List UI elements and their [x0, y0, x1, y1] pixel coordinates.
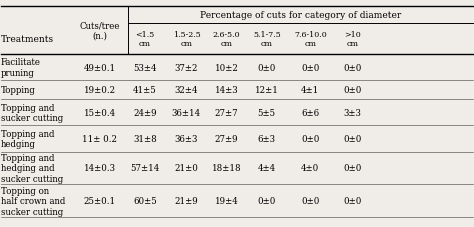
- Text: 0±0: 0±0: [344, 196, 362, 205]
- Text: 0±0: 0±0: [344, 134, 362, 143]
- Text: 31±8: 31±8: [133, 134, 157, 143]
- Text: 57±14: 57±14: [130, 164, 159, 173]
- Text: 53±4: 53±4: [133, 63, 156, 72]
- Text: 5.1-7.5
cm: 5.1-7.5 cm: [253, 31, 281, 48]
- Text: 0±0: 0±0: [301, 63, 319, 72]
- Text: 19±4: 19±4: [215, 196, 238, 205]
- Text: 14±0.3: 14±0.3: [84, 164, 116, 173]
- Text: 24±9: 24±9: [133, 109, 156, 117]
- Text: 49±0.1: 49±0.1: [84, 63, 116, 72]
- Text: <1.5
cm: <1.5 cm: [135, 31, 155, 48]
- Text: Treatments: Treatments: [0, 35, 54, 44]
- Text: 21±0: 21±0: [174, 164, 198, 173]
- Text: 10±2: 10±2: [215, 63, 238, 72]
- Text: 14±3: 14±3: [215, 86, 238, 95]
- Text: 32±4: 32±4: [175, 86, 198, 95]
- Text: Cuts/tree
(n.): Cuts/tree (n.): [80, 22, 120, 41]
- Text: 37±2: 37±2: [175, 63, 198, 72]
- Text: 0±0: 0±0: [301, 134, 319, 143]
- Text: 4±4: 4±4: [258, 164, 276, 173]
- Text: 12±1: 12±1: [255, 86, 279, 95]
- Text: 19±0.2: 19±0.2: [84, 86, 116, 95]
- Text: 15±0.4: 15±0.4: [84, 109, 116, 117]
- Text: Percentage of cuts for category of diameter: Percentage of cuts for category of diame…: [200, 11, 401, 20]
- Text: Topping and
hedging and
sucker cutting: Topping and hedging and sucker cutting: [0, 153, 63, 183]
- Text: Topping: Topping: [0, 86, 36, 95]
- Text: 18±18: 18±18: [212, 164, 241, 173]
- Text: >10
cm: >10 cm: [345, 31, 361, 48]
- Text: 1.5-2.5
cm: 1.5-2.5 cm: [173, 31, 201, 48]
- Text: 41±5: 41±5: [133, 86, 157, 95]
- Text: 27±7: 27±7: [215, 109, 238, 117]
- Text: 0±0: 0±0: [257, 196, 276, 205]
- Text: 60±5: 60±5: [133, 196, 157, 205]
- Text: 4±0: 4±0: [301, 164, 319, 173]
- Text: 5±5: 5±5: [258, 109, 276, 117]
- Text: 25±0.1: 25±0.1: [84, 196, 116, 205]
- Text: 0±0: 0±0: [301, 196, 319, 205]
- Text: 6±3: 6±3: [258, 134, 276, 143]
- Text: 0±0: 0±0: [344, 164, 362, 173]
- Text: 36±14: 36±14: [172, 109, 201, 117]
- Text: Topping and
hedging: Topping and hedging: [0, 129, 54, 148]
- Text: 11± 0.2: 11± 0.2: [82, 134, 118, 143]
- Text: 0±0: 0±0: [344, 86, 362, 95]
- Text: 2.6-5.0
cm: 2.6-5.0 cm: [213, 31, 240, 48]
- Text: 7.6-10.0
cm: 7.6-10.0 cm: [294, 31, 327, 48]
- Text: 6±6: 6±6: [301, 109, 319, 117]
- Text: Topping on
half crown and
sucker cutting: Topping on half crown and sucker cutting: [0, 186, 65, 216]
- Text: 0±0: 0±0: [344, 63, 362, 72]
- Text: Topping and
sucker cutting: Topping and sucker cutting: [0, 103, 63, 123]
- Text: 21±9: 21±9: [174, 196, 198, 205]
- Text: Facilitate
pruning: Facilitate pruning: [0, 58, 41, 77]
- Text: 36±3: 36±3: [175, 134, 198, 143]
- Text: 4±1: 4±1: [301, 86, 319, 95]
- Text: 3±3: 3±3: [344, 109, 362, 117]
- Text: 0±0: 0±0: [257, 63, 276, 72]
- Text: 27±9: 27±9: [215, 134, 238, 143]
